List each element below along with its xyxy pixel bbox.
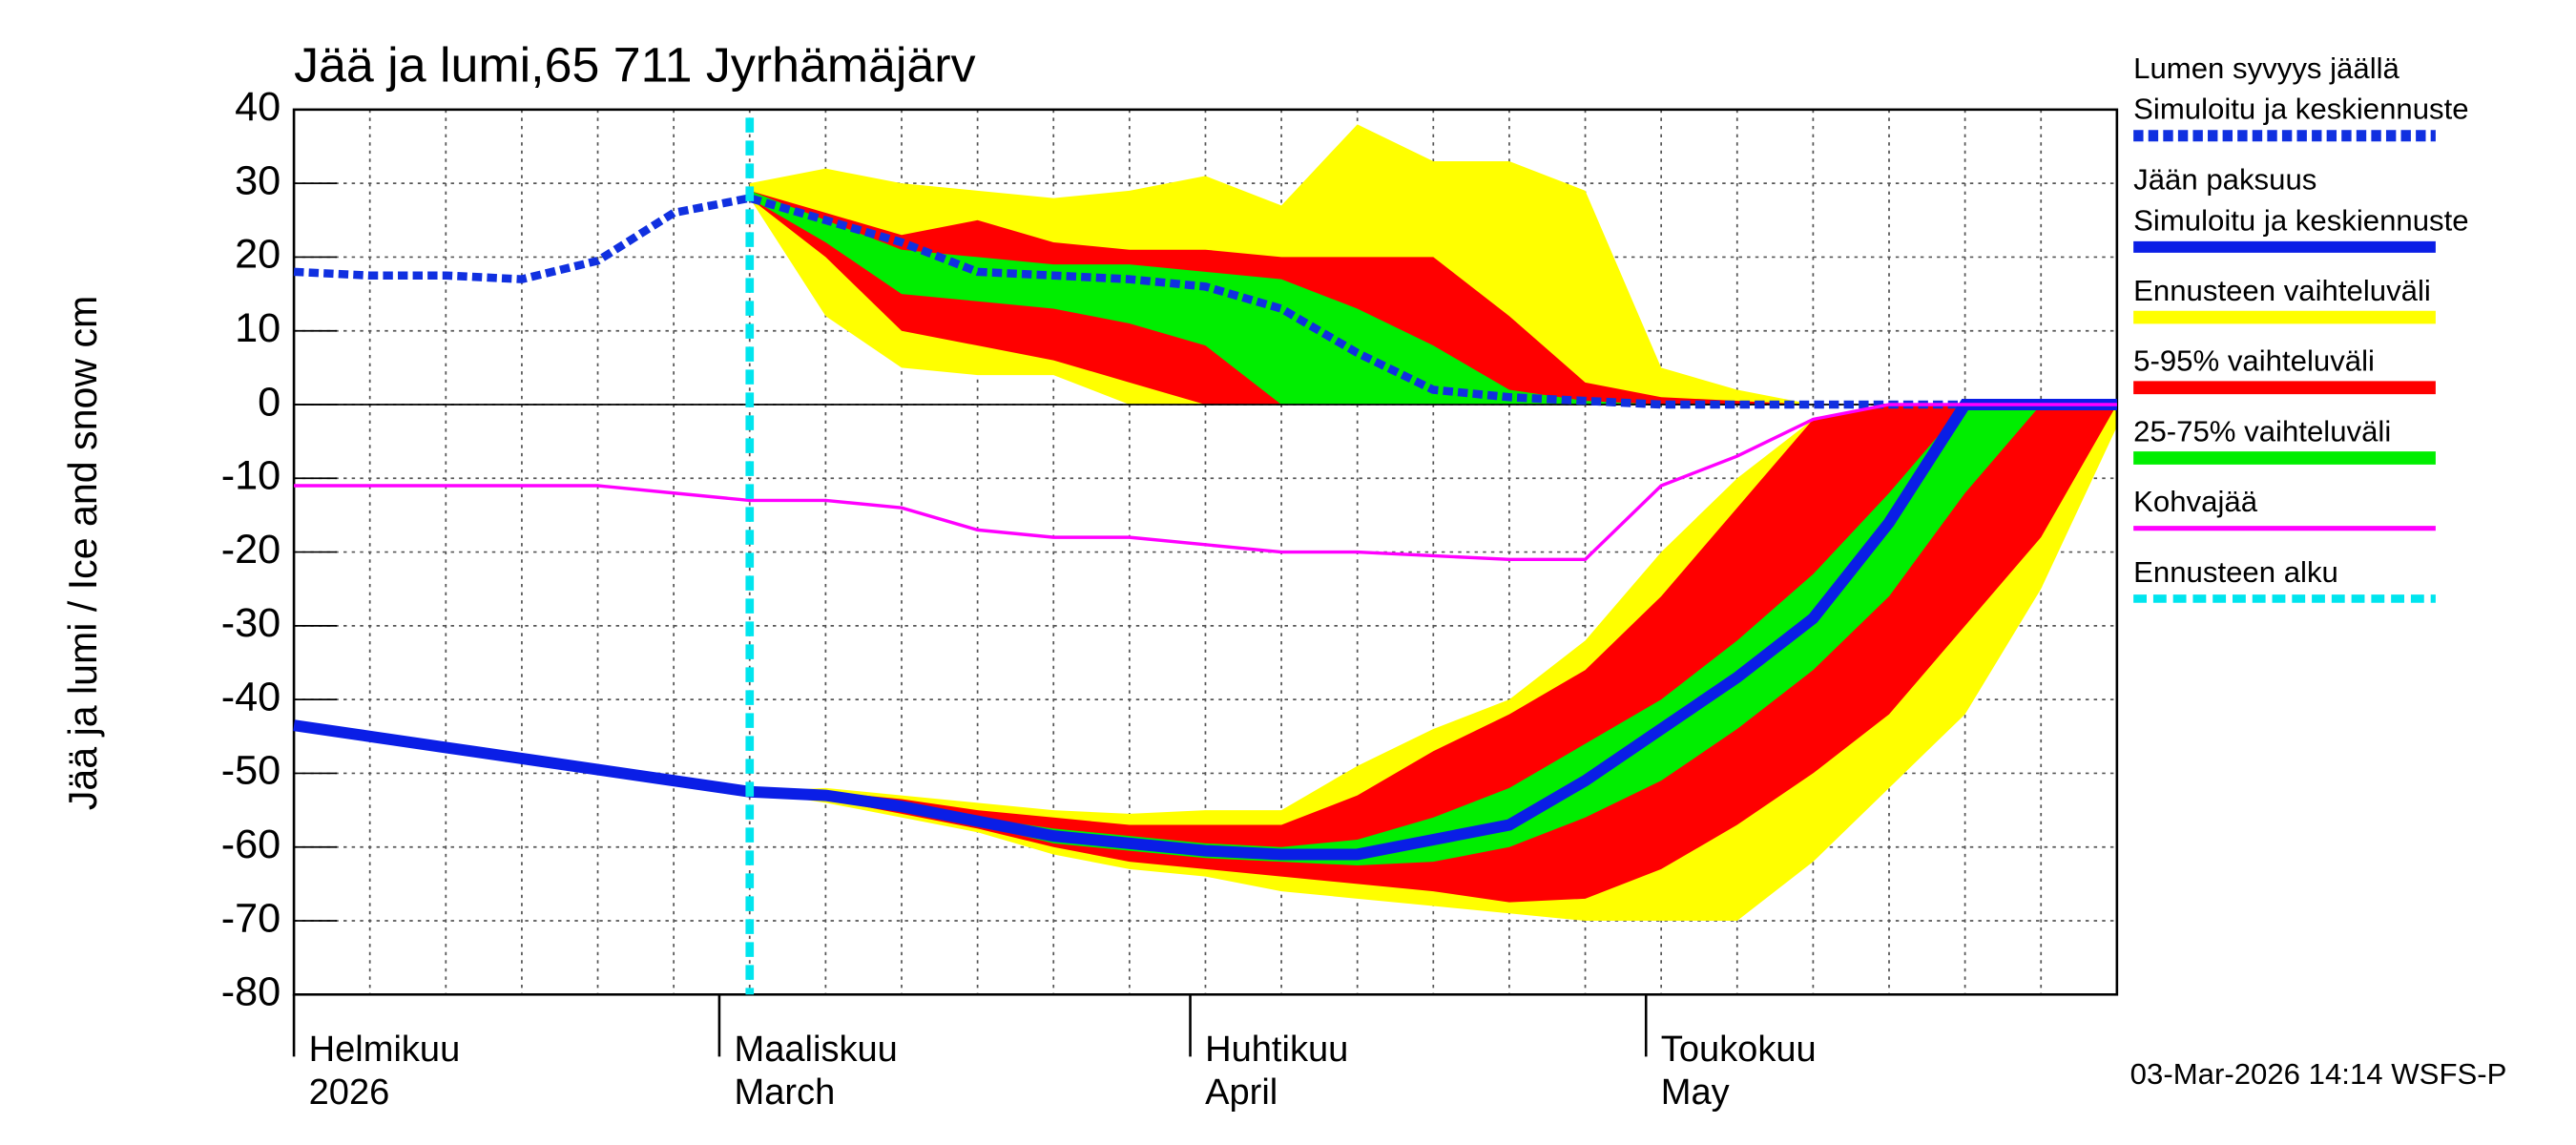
y-tick-label: -40: [221, 675, 281, 720]
legend-label: Ennusteen alku: [2133, 555, 2338, 589]
y-tick-label: -50: [221, 748, 281, 794]
y-tick-label: -70: [221, 896, 281, 942]
footer: 03-Mar-2026 14:14 WSFS-P: [2130, 1057, 2507, 1091]
x-tick-label: Huhtikuu: [1205, 1030, 1348, 1070]
y-tick-label: -20: [221, 527, 281, 572]
y-tick-label: -80: [221, 969, 281, 1015]
x-tick-label: Maaliskuu: [735, 1030, 898, 1070]
y-tick-label: 20: [235, 232, 280, 278]
y-axis-label: Jää ja lumi / Ice and snow cm: [61, 296, 105, 810]
x-tick-label: April: [1205, 1072, 1278, 1113]
y-tick-label: 0: [258, 380, 280, 426]
series-line: [293, 194, 2117, 409]
y-tick-label: -60: [221, 822, 281, 867]
ice-band: [749, 405, 2117, 903]
legend-label: Ennusteen vaihteluväli: [2133, 274, 2431, 307]
legend-label: Simuloitu ja keskiennuste: [2133, 93, 2468, 126]
y-tick-label: -10: [221, 453, 281, 499]
series-line: [293, 398, 2117, 861]
legend-label: Simuloitu ja keskiennuste: [2133, 203, 2468, 237]
snow-band: [749, 190, 2117, 406]
y-tick-label: 10: [235, 305, 280, 351]
snow-band: [749, 190, 2117, 406]
legend-label: Kohvajää: [2133, 485, 2258, 518]
x-tick-label: 2026: [309, 1072, 390, 1113]
y-tick-label: 40: [235, 84, 280, 130]
legend-label: Jään paksuus: [2133, 163, 2316, 197]
x-tick-label: Toukokuu: [1661, 1030, 1817, 1070]
y-tick-label: -30: [221, 600, 281, 646]
plot-frame: [292, 108, 2119, 996]
chart-title: Jää ja lumi,65 711 Jyrhämäjärv: [294, 37, 976, 93]
x-tick-label: March: [735, 1072, 836, 1113]
legend-label: 5-95% vaihteluväli: [2133, 344, 2375, 378]
x-tick-label: May: [1661, 1072, 1730, 1113]
legend-label: Lumen syvyys jäällä: [2133, 52, 2399, 85]
series-line: [294, 403, 2117, 562]
ice-band: [749, 405, 2117, 866]
x-tick-label: Helmikuu: [309, 1030, 461, 1070]
legend-label: 25-75% vaihteluväli: [2133, 415, 2391, 448]
y-tick-label: 30: [235, 158, 280, 204]
